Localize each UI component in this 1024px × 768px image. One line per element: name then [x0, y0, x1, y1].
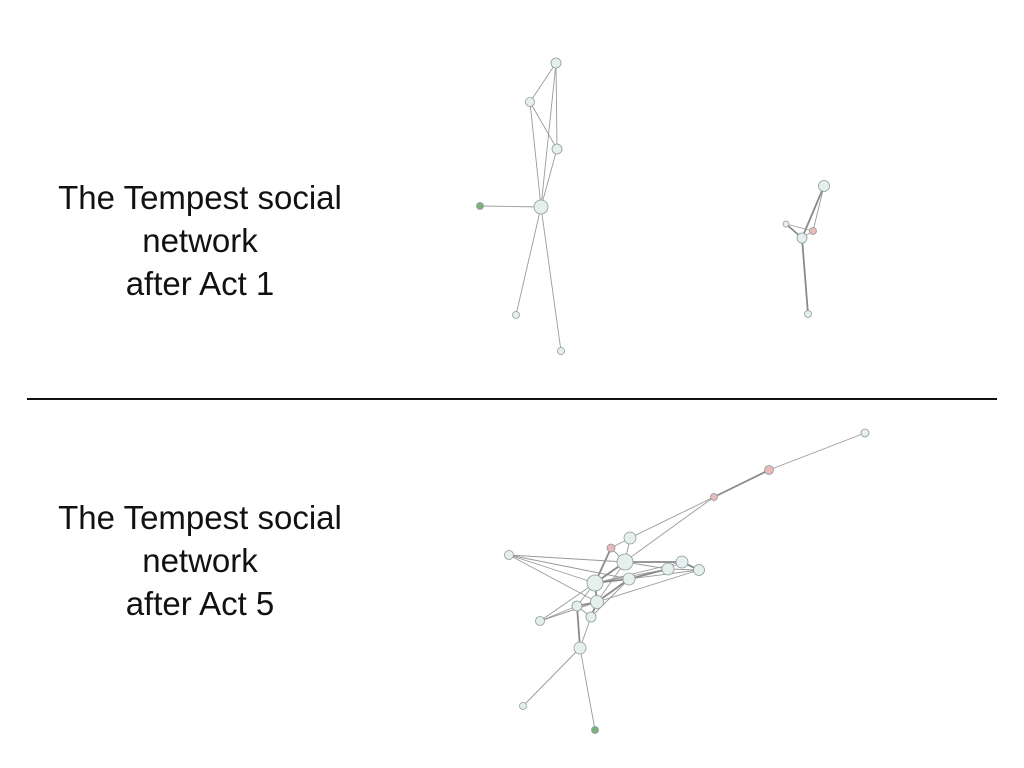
act5-edge [539, 601, 598, 622]
act5-edge [539, 582, 596, 622]
caption-act5-line1: The Tempest social [58, 499, 342, 536]
act1-node [804, 310, 812, 318]
caption-act1-line2: network [142, 222, 258, 259]
act5-network-graph [504, 428, 870, 734]
act5-node [504, 550, 514, 560]
caption-act5-line3: after Act 5 [125, 585, 275, 622]
act5-edge [508, 554, 630, 580]
act1-edge [540, 148, 558, 208]
act1-edge [812, 185, 825, 232]
act5-node [623, 531, 637, 545]
act1-edge [540, 206, 562, 352]
act5-edge [628, 569, 700, 580]
act1-node [551, 143, 563, 155]
act5-node [585, 611, 597, 623]
act5-node [860, 428, 870, 438]
act5-edge [522, 647, 581, 707]
act1-node [557, 347, 565, 355]
act5-node [606, 543, 616, 553]
act5-edge [713, 469, 770, 498]
act5-edge [508, 554, 596, 584]
caption-act5-line2: network [142, 542, 258, 579]
act5-node [693, 564, 705, 576]
caption-act5: The Tempest social network after Act 5 [20, 496, 380, 625]
act1-node [796, 232, 808, 244]
act5-node [661, 562, 675, 576]
act1-edge [801, 237, 809, 315]
act5-edge [579, 647, 596, 731]
act1-network-graph [476, 57, 830, 355]
act5-node [675, 555, 689, 569]
act5-node [573, 641, 587, 655]
caption-act1-line1: The Tempest social [58, 179, 342, 216]
act5-edge [596, 569, 700, 603]
act5-node [571, 600, 583, 612]
caption-act1-line3: after Act 1 [125, 265, 275, 302]
act5-node [591, 726, 599, 734]
act1-edge [785, 223, 814, 232]
act5-node [590, 595, 604, 609]
act5-node [622, 572, 636, 586]
act5-edge [508, 554, 598, 603]
caption-act1: The Tempest social network after Act 1 [20, 176, 380, 305]
act5-node [586, 574, 604, 592]
act5-node [616, 553, 634, 571]
act1-edge [529, 101, 558, 150]
act1-node [533, 199, 549, 215]
act1-node [525, 97, 535, 107]
act5-edge [539, 605, 578, 622]
section-divider [27, 398, 997, 400]
act1-node [818, 180, 830, 192]
act5-edge [590, 578, 630, 618]
act5-edge [768, 432, 866, 471]
act1-edge [529, 62, 557, 103]
act1-edge [555, 62, 558, 150]
act5-node [764, 465, 774, 475]
act5-edge [576, 605, 581, 649]
act5-node [710, 493, 718, 501]
act5-node [535, 616, 545, 626]
act1-node [512, 311, 520, 319]
act1-node [782, 220, 790, 228]
act5-edge [629, 496, 715, 539]
act1-node [809, 227, 817, 235]
act1-edge [529, 101, 542, 208]
act5-node [519, 702, 527, 710]
act1-node [476, 202, 484, 210]
act1-edge [515, 206, 542, 316]
act5-edge [508, 554, 626, 563]
act1-node [550, 57, 562, 69]
act1-edge [479, 205, 542, 208]
